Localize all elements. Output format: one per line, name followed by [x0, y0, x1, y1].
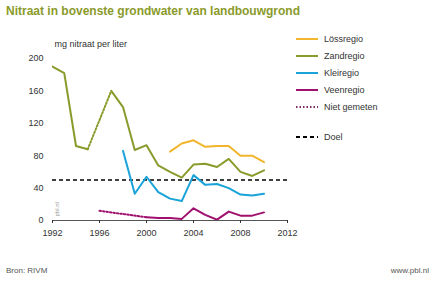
svg-text:2000: 2000 — [136, 228, 156, 238]
svg-text:1996: 1996 — [89, 228, 109, 238]
html-text:Bron: RIVM: Bron: RIVM — [6, 266, 48, 275]
html-text:Kleiregio: Kleiregio — [324, 67, 359, 78]
svg-text:200: 200 — [28, 53, 43, 63]
html-text:Niet gemeten: Niet gemeten — [324, 101, 378, 112]
svg-text:0: 0 — [38, 215, 43, 225]
html-text:www.pbl.nl: www.pbl.nl — [390, 266, 429, 275]
svg-text:2004: 2004 — [183, 228, 203, 238]
html-text:Lössregio: Lössregio — [324, 33, 363, 44]
svg-text:80: 80 — [33, 151, 43, 161]
html-text:Zandregio: Zandregio — [324, 50, 365, 61]
svg-text:2008: 2008 — [230, 228, 250, 238]
svg-text:160: 160 — [28, 86, 43, 96]
svg-text:2012: 2012 — [277, 228, 297, 238]
svg-text:pbl.nl: pbl.nl — [54, 202, 60, 216]
html-text:Veenregio: Veenregio — [324, 84, 365, 95]
html-text:Doel: Doel — [324, 131, 343, 142]
html-text:Nitraat in bovenste grondwater: Nitraat in bovenste grondwater van landb… — [6, 4, 300, 18]
svg-text:mg nitraat per liter: mg nitraat per liter — [55, 39, 128, 49]
svg-text:40: 40 — [33, 183, 43, 193]
svg-text:120: 120 — [28, 118, 43, 128]
svg-text:1992: 1992 — [42, 228, 62, 238]
